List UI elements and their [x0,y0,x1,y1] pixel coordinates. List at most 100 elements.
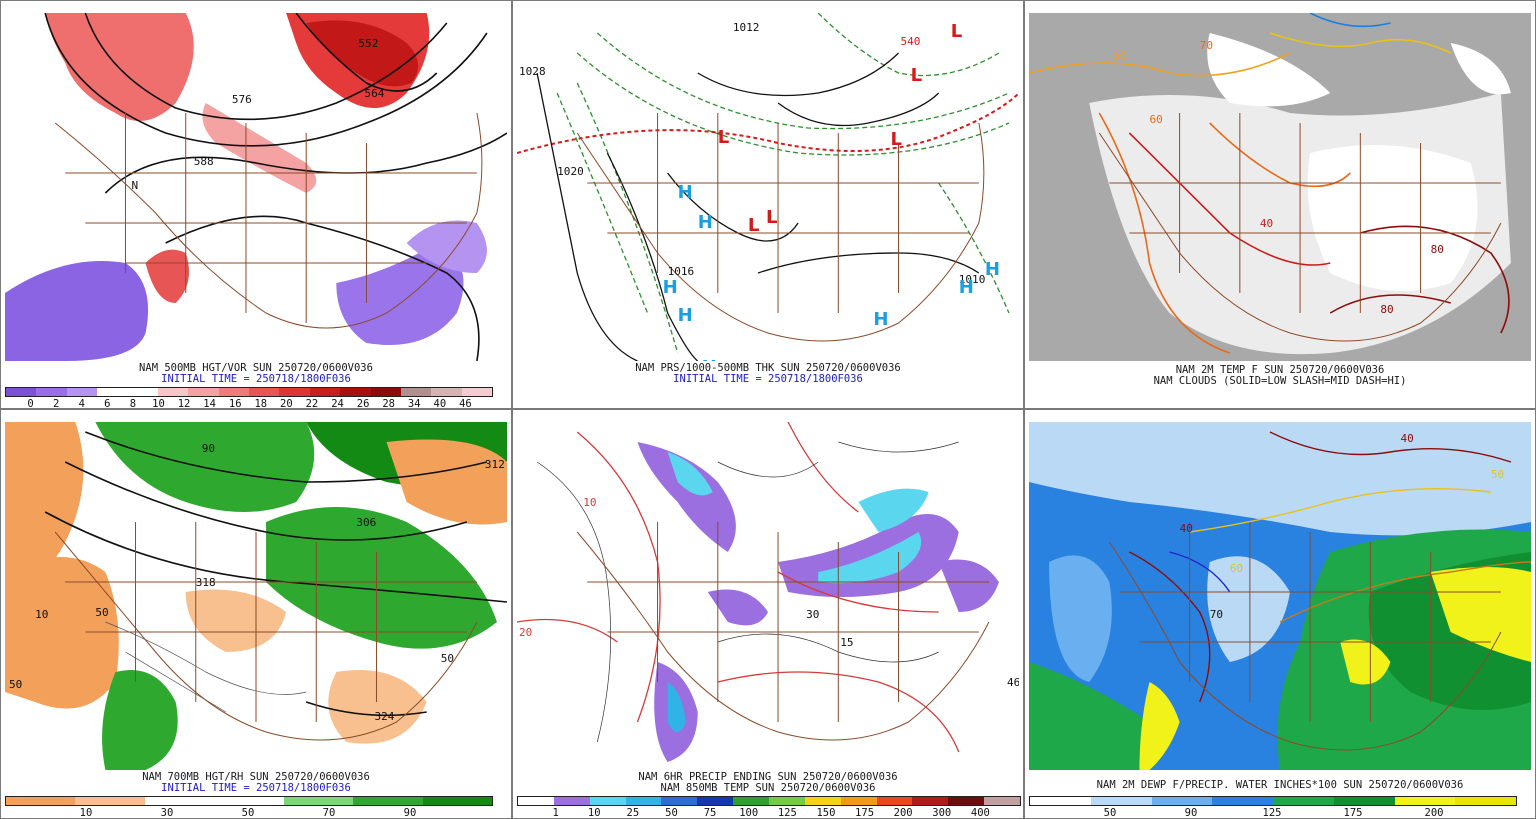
colorbar-swatch [625,797,662,805]
temp-label-30: 30 [806,608,819,621]
colorbar-swatch [97,388,128,396]
dewp-label-50: 50 [1491,468,1504,481]
caption: NAM 500MB HGT/VOR SUN 250720/0600V036 IN… [1,363,511,385]
colorbar-tick-label: 4 [78,398,85,409]
caption-line-2: INITIAL TIME = 250718/1800F036 [673,373,863,385]
high-pressure-marker: H [873,309,888,330]
low-pressure-marker: L [748,215,760,236]
low-pressure-marker: L [718,127,730,148]
colorbar-tick-label: 90 [403,807,417,819]
colorbar-tick-label: 100 [739,807,759,819]
colorbar-swatch [144,797,215,805]
dewp-label-40: 40 [1400,432,1413,445]
colorbar-swatch [6,797,76,805]
dewp-label-60: 60 [1230,562,1243,575]
map-700mb-hgt-rh: 50 50 50 90 10 312 306 318 324 [5,422,507,770]
colorbar [517,796,1021,806]
map-500mb-hgt-vor: 552 564 576 588 N [5,13,507,361]
colorbar-swatch [370,388,401,396]
colorbar-tick-label: 300 [932,807,952,819]
colorbar-labels: 1 10 25 50 75 100 125 150 175 200 300 400 [513,807,1023,819]
colorbar-tick-label: 46 [459,398,472,409]
temp-label-20: 20 [519,626,532,639]
colorbar-tick-label: 175 [1343,807,1363,819]
temp-label-80: 80 [1431,243,1444,256]
panel-prs-thk: 1012 1028 1020 1016 540 1010 H H H H H H… [512,0,1024,409]
isobar-label-1012: 1012 [733,21,760,34]
colorbar-tick-label: 150 [816,807,836,819]
isobar-label-1028: 1028 [519,65,546,78]
colorbar-tick-label: 12 [177,398,191,409]
colorbar-swatch [218,388,249,396]
caption: NAM 2M DEWP F/PRECIP. WATER INCHES*100 S… [1025,780,1535,791]
colorbar-swatch [876,797,913,805]
caption-line-1: NAM 6HR PRECIP ENDING SUN 250720/0600V03… [638,771,898,783]
colorbar-tick-label: 16 [228,398,242,409]
temp-label-46: 46 [1007,676,1019,689]
high-pressure-marker: H [678,182,693,203]
dewp-label-70: 70 [1210,608,1223,621]
colorbar-tick-label: 2 [52,398,60,409]
colorbar-tick-label: 25 [626,807,640,819]
colorbar-tick-label: 10 [587,807,601,819]
temp-label-70: 70 [1200,39,1213,52]
map-6hr-precip-850mb: 20 10 15 46 30 [517,422,1019,770]
colorbar-swatch [948,797,985,805]
rh-label-50: 50 [441,652,454,665]
colorbar-swatch [66,388,98,396]
caption: NAM 700MB HGT/RH SUN 250720/0600V036 INI… [1,772,511,794]
high-pressure-marker: H [698,212,713,233]
height-label-306: 306 [356,516,376,529]
colorbar [1029,796,1517,806]
temp-label-60: 60 [1149,113,1162,126]
colorbar-tick-label: 10 [152,398,165,409]
colorbar-swatch [1394,797,1456,805]
colorbar-swatch [912,797,949,805]
colorbar-swatch [157,388,189,396]
temp-label-50: 50 [1113,49,1126,62]
colorbar-swatch [518,797,554,805]
contour-label-564: 564 [364,87,384,100]
colorbar-tick-label: 75 [703,807,717,819]
dewp-label-40: 40 [1180,522,1193,535]
colorbar-swatch [1212,797,1273,805]
colorbar-swatch [1030,797,1091,805]
rh-label-50: 50 [9,678,22,691]
height-label-318: 318 [196,576,216,589]
colorbar-tick-label: 30 [160,807,174,819]
caption-line-2: NAM CLOUDS (SOLID=LOW SLASH=MID DASH=HI) [1153,375,1407,387]
caption-line-1: NAM 700MB HGT/RH SUN 250720/0600V036 [142,771,370,783]
colorbar-tick-label: 40 [433,398,447,409]
height-label-324: 324 [374,710,394,723]
colorbar-tick-label: 10 [79,807,93,819]
colorbar-tick-label: 200 [1424,807,1444,819]
caption: NAM 6HR PRECIP ENDING SUN 250720/0600V03… [513,772,1023,794]
isobar-label-1020: 1020 [557,165,584,178]
low-pressure-marker: L [766,207,778,228]
colorbar-tick-label: 6 [104,398,111,409]
colorbar-tick-label: 50 [241,807,255,819]
rh-label-50: 50 [95,606,108,619]
caption-line-1: NAM 2M DEWP F/PRECIP. WATER INCHES*100 S… [1096,779,1464,791]
colorbar-tick-label: 400 [970,807,990,819]
colorbar-swatch [353,797,423,805]
colorbar-tick-label: 200 [893,807,913,819]
colorbar-swatch [309,388,341,396]
caption: NAM PRS/1000-500MB THK SUN 250720/0600V0… [513,363,1023,385]
colorbar-swatch [36,388,67,396]
colorbar [5,796,493,806]
colorbar-swatch [283,797,354,805]
colorbar-tick-label: 34 [407,398,421,409]
colorbar [5,387,493,397]
colorbar-swatch [733,797,770,805]
colorbar-tick-label: 125 [777,807,797,819]
contour-label-552: 552 [358,37,378,50]
colorbar-swatch [127,388,158,396]
colorbar-swatch [75,797,145,805]
isobar-label-1010: 1010 [959,273,986,286]
contour-label-576: 576 [232,93,252,106]
thickness-label-540: 540 [901,35,921,48]
colorbar-swatch [1455,797,1516,805]
low-pressure-marker: L [951,21,963,42]
